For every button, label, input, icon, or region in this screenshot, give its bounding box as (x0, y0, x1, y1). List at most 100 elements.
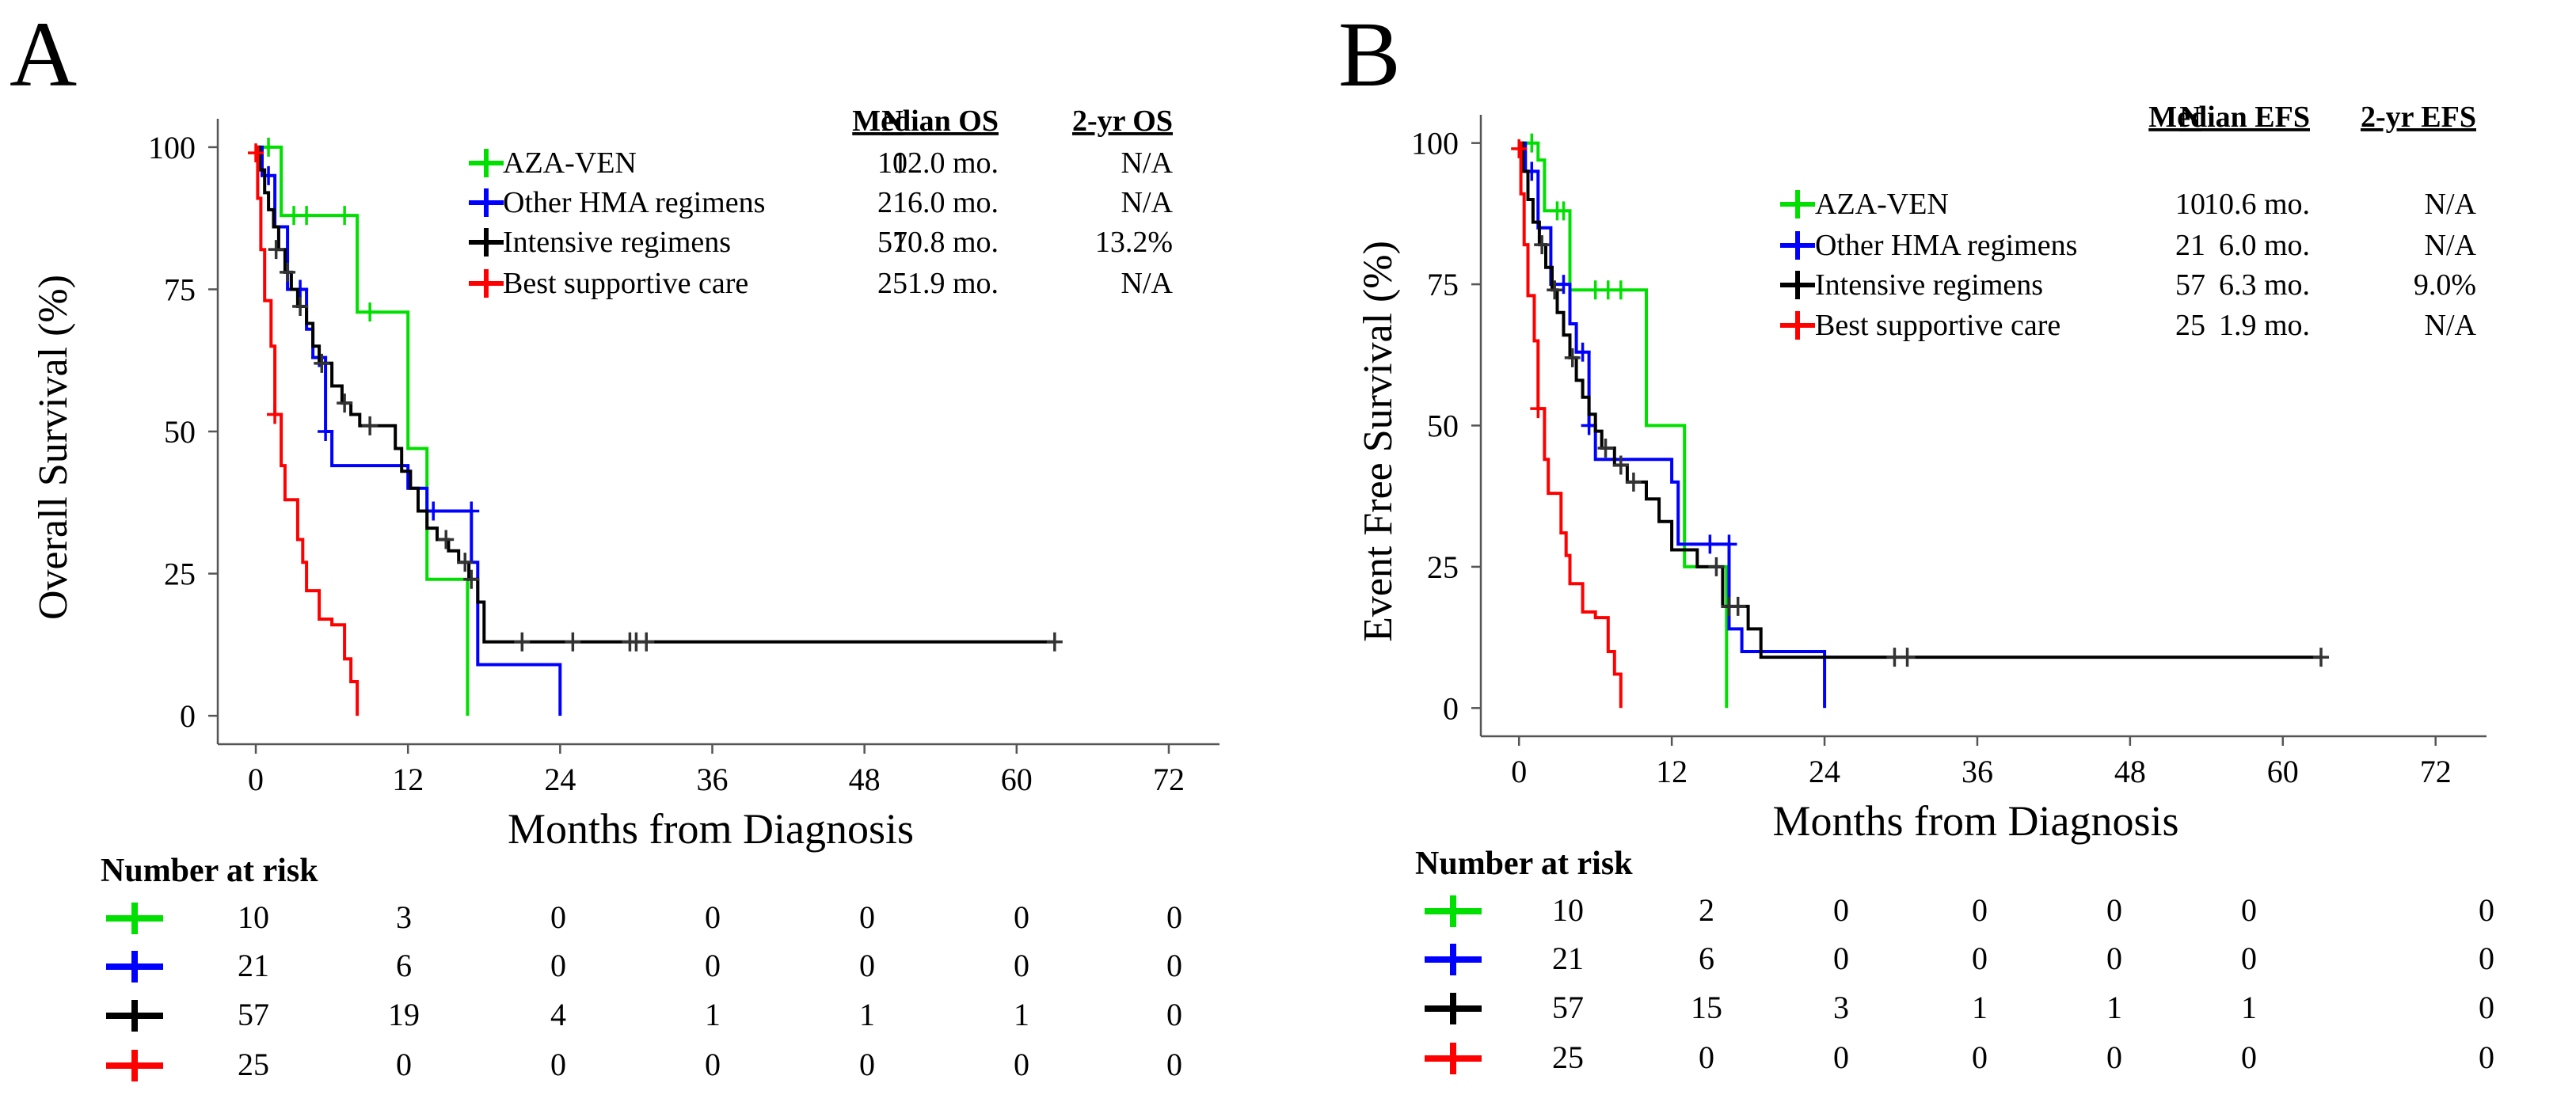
x-tick-label: 24 (1809, 754, 1840, 789)
censor-mark (1534, 235, 1551, 255)
table-median: 6.3 mo. (2219, 268, 2310, 302)
risk-count: 0 (1833, 1039, 1849, 1075)
risk-symbol (1425, 993, 1482, 1024)
y-tick-label: 50 (1427, 409, 1459, 444)
table-n: 10 (2175, 188, 2205, 221)
risk-count: 0 (550, 899, 566, 935)
censor-mark (1612, 455, 1629, 475)
censor-mark (314, 353, 330, 373)
legend-symbol (1780, 311, 1815, 340)
censor-mark (565, 632, 581, 652)
risk-count: 1 (1014, 997, 1029, 1032)
x-axis-label: Months from Diagnosis (1773, 797, 2179, 845)
risk-count: 0 (1014, 899, 1029, 935)
risk-count: 0 (705, 948, 721, 983)
x-tick-label: 72 (1153, 762, 1185, 797)
y-tick-label: 100 (1411, 126, 1459, 162)
risk-count: 0 (2241, 892, 2257, 928)
risk-count: 0 (2241, 1039, 2257, 1075)
y-axis-label: Overall Survival (%) (31, 275, 76, 620)
censor-mark (362, 302, 379, 322)
km-curve (256, 145, 360, 716)
x-tick-label: 60 (2267, 754, 2299, 789)
risk-count: 6 (396, 948, 412, 983)
legend-symbol (1780, 231, 1815, 260)
panel-letter: B (1338, 2, 1401, 106)
table-n: 21 (2175, 229, 2205, 262)
risk-count: 0 (1972, 892, 1988, 928)
legend-symbol (469, 149, 504, 177)
censor-mark (1574, 342, 1591, 362)
risk-count: 0 (1699, 1039, 1714, 1075)
censor-mark (280, 262, 296, 282)
table-median: 6.0 mo. (2219, 229, 2310, 262)
censor-mark (362, 416, 379, 435)
y-tick-label: 100 (148, 130, 196, 165)
x-tick-label: 36 (696, 762, 728, 797)
legend-label: Other HMA regimens (503, 186, 765, 219)
censor-mark (457, 553, 474, 572)
risk-count: 2 (1699, 892, 1714, 928)
legend-label: Intensive regimens (503, 226, 731, 259)
risk-count: 0 (1166, 997, 1182, 1032)
risk-count: 0 (1833, 941, 1849, 976)
censor-mark (248, 143, 264, 163)
table-median: 6.0 mo. (907, 186, 999, 219)
risk-count: 0 (1833, 892, 1849, 928)
censor-mark (1511, 139, 1528, 158)
risk-count: 3 (1833, 990, 1849, 1025)
risk-count: 0 (1166, 948, 1182, 983)
risk-count: 0 (550, 1047, 566, 1082)
risk-symbol (106, 951, 163, 982)
risk-count: 0 (705, 899, 721, 935)
table-median: 10.6 mo. (2204, 188, 2310, 221)
risk-symbol (1425, 1043, 1482, 1074)
censor-mark (514, 632, 531, 652)
risk-count: 1 (705, 997, 721, 1032)
x-tick-label: 36 (1961, 754, 1993, 789)
risk-count: 4 (550, 997, 566, 1032)
censor-mark (267, 405, 283, 424)
risk-count: 0 (2479, 892, 2494, 928)
table-n: 57 (2175, 268, 2205, 302)
censor-mark (463, 569, 480, 589)
legend-label: Other HMA regimens (1815, 229, 2077, 262)
risk-count: 0 (1166, 899, 1182, 935)
risk-count: 0 (1014, 1047, 1029, 1082)
table-two-yr: N/A (1121, 267, 1174, 300)
risk-count: 21 (1552, 941, 1584, 976)
censor-mark (1612, 280, 1629, 300)
series-intensive-regimens: Intensive regimens 57 6.3 mo. 9.0%57 15 3 1 1 1 0 (1425, 141, 2494, 1025)
y-tick-label: 50 (164, 414, 196, 450)
x-tick-label: 12 (1656, 754, 1688, 789)
censor-mark (1597, 439, 1614, 458)
risk-symbol (106, 1050, 163, 1081)
censor-mark (1721, 534, 1737, 554)
risk-count: 0 (859, 899, 875, 935)
risk-count: 0 (1972, 1039, 1988, 1075)
panel-letter: A (10, 2, 77, 106)
risk-count: 1 (859, 997, 875, 1032)
censor-mark (337, 206, 353, 226)
x-tick-label: 0 (1511, 754, 1527, 789)
risk-count: 1 (2241, 990, 2257, 1025)
table-median: 12.0 mo. (892, 146, 999, 180)
km-curve (1519, 141, 1623, 709)
risk-table-title: Number at risk (101, 853, 318, 889)
risk-count: 57 (238, 997, 269, 1032)
censor-mark (1702, 534, 1718, 554)
y-tick-label: 0 (1443, 690, 1459, 726)
x-tick-label: 60 (1001, 762, 1033, 797)
legend-label: AZA-VEN (1815, 188, 1949, 221)
legend-symbol (1780, 271, 1815, 299)
legend-label: Best supportive care (1815, 309, 2060, 342)
censor-mark (292, 297, 309, 316)
risk-count: 0 (1972, 941, 1988, 976)
risk-count: 15 (1691, 990, 1722, 1025)
risk-count: 1 (2106, 990, 2122, 1025)
table-header: Median EFS (2148, 101, 2310, 134)
table-header: 2-yr OS (1072, 105, 1173, 138)
km-curve (256, 145, 470, 716)
